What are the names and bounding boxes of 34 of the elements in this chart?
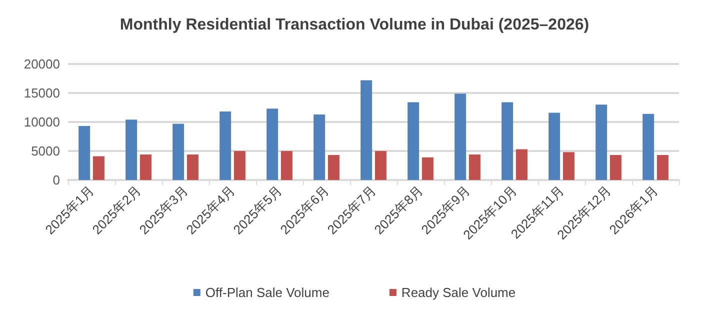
- legend-label: Off-Plan Sale Volume: [205, 285, 330, 300]
- y-tick-label: 20000: [24, 56, 60, 72]
- y-tick-label: 15000: [24, 86, 60, 100]
- bar: [502, 102, 514, 180]
- bar: [656, 155, 668, 180]
- bar: [374, 151, 386, 180]
- bar: [220, 112, 232, 180]
- bar: [596, 104, 608, 180]
- bar: [266, 108, 278, 180]
- bar: [642, 114, 654, 180]
- bar: [468, 154, 480, 180]
- bar: [78, 126, 90, 180]
- y-tick-label: 10000: [24, 114, 60, 130]
- bar: [126, 120, 138, 180]
- bar: [454, 94, 466, 180]
- bar: [562, 152, 574, 180]
- bar: [314, 114, 326, 180]
- bar: [516, 149, 528, 180]
- legend-label: Ready Sale Volume: [401, 285, 516, 300]
- y-tick-label: 0: [52, 172, 60, 188]
- bar: [186, 154, 198, 180]
- bar: [92, 156, 104, 180]
- bar: [422, 157, 434, 180]
- bar: [610, 155, 622, 180]
- bar: [408, 102, 420, 180]
- y-tick-label: 5000: [31, 144, 60, 158]
- bar: [548, 112, 560, 180]
- bar: [172, 124, 184, 180]
- bar: [360, 80, 372, 180]
- chart-title: Monthly Residential Transaction Volume in Dubai (2025–2026): [120, 16, 590, 34]
- bar: [328, 155, 340, 180]
- bar: [280, 151, 292, 180]
- bar: [234, 151, 246, 180]
- bar: [140, 154, 152, 180]
